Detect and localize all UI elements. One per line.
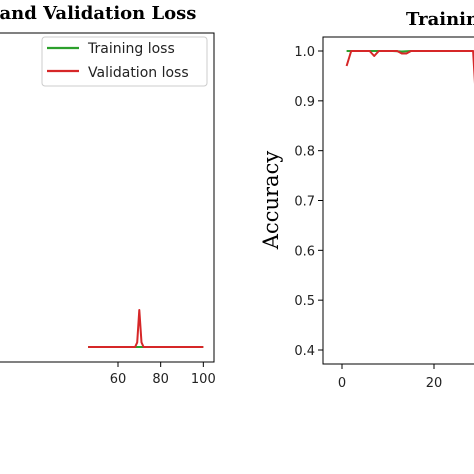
accuracy-y-tick-label: 0.6 — [294, 244, 315, 259]
loss-x-tick-label: 80 — [152, 372, 169, 387]
accuracy-x-tick-label: 20 — [426, 376, 443, 391]
accuracy-y-ticks: 0.4 0.5 0.6 0.7 0.8 0.9 1.0 — [294, 45, 323, 359]
legend-label-validation-loss: Validation loss — [88, 65, 189, 81]
loss-legend: Training loss Validation loss — [41, 36, 208, 87]
validation-accuracy-line — [345, 50, 474, 84]
accuracy-chart-title: Training and Validation Accuracy — [406, 9, 474, 30]
accuracy-y-tick-label: 0.4 — [294, 344, 315, 359]
legend-label-training-loss: Training loss — [87, 41, 175, 57]
legend-box — [41, 36, 208, 87]
loss-chart-title: Training and Validation Loss — [0, 3, 196, 24]
accuracy-plot-frame — [322, 36, 474, 365]
accuracy-y-tick-label: 0.8 — [294, 145, 315, 160]
accuracy-subplot: Training and Validation Accuracy Accurac… — [259, 9, 474, 391]
accuracy-y-tick-label: 0.5 — [294, 294, 315, 309]
validation-loss-line — [88, 309, 204, 348]
accuracy-y-tick-label: 1.0 — [294, 45, 315, 60]
accuracy-y-tick-label: 0.7 — [294, 195, 315, 210]
accuracy-series-lines — [345, 50, 474, 84]
loss-subplot: Training and Validation Loss 60 80 100 Tra… — [0, 3, 216, 387]
accuracy-y-tick-label: 0.9 — [294, 95, 315, 110]
accuracy-x-tick-label: 0 — [338, 376, 346, 391]
loss-plot-frame — [0, 32, 215, 363]
accuracy-x-ticks: 0 20 — [338, 364, 442, 391]
loss-series-lines — [88, 309, 204, 348]
accuracy-y-axis-label: Accuracy — [259, 151, 283, 251]
loss-x-tick-label: 100 — [191, 372, 216, 387]
loss-x-tick-label: 60 — [110, 372, 127, 387]
loss-x-ticks: 60 80 100 — [110, 362, 216, 387]
